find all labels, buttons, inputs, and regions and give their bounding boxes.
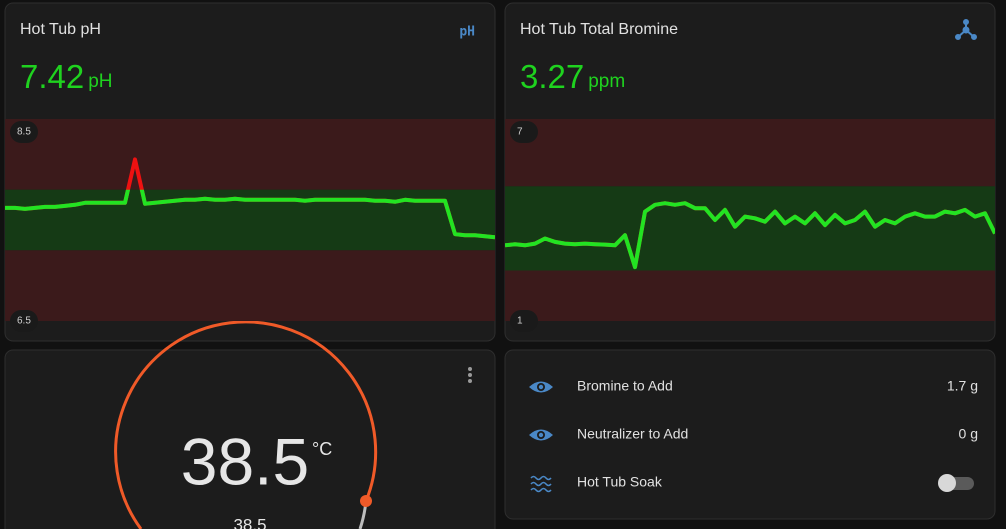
temperature-unit: °C xyxy=(312,439,332,459)
eye-icon xyxy=(529,381,553,393)
current-temperature: 38.5 xyxy=(181,424,309,498)
entity-name[interactable]: Bromine to Add xyxy=(577,378,673,394)
unit: ppm xyxy=(588,71,625,92)
unit: pH xyxy=(88,71,112,92)
target-temperature: 38.5 xyxy=(233,515,266,529)
normal-band xyxy=(505,186,995,271)
entity-state: 1.7 g xyxy=(947,378,978,394)
y-tick-label: 6.5 xyxy=(17,316,31,327)
alert-band xyxy=(5,119,495,190)
card xyxy=(504,349,996,520)
card-icon: pH xyxy=(459,25,475,40)
y-tick-label: 1 xyxy=(517,316,523,327)
alert-band xyxy=(5,250,495,321)
chart xyxy=(505,119,995,321)
tick-badge xyxy=(510,310,538,332)
tick-badge xyxy=(10,121,38,143)
thermostat-arc xyxy=(114,320,378,529)
eye-icon xyxy=(529,429,553,441)
thermostat-handle[interactable] xyxy=(360,495,372,507)
card-title: Hot Tub pH xyxy=(20,21,101,38)
current-value: 7.42 pH xyxy=(20,58,113,95)
value: 3.27 xyxy=(520,58,584,95)
toggle-knob[interactable] xyxy=(938,474,956,492)
tick-badge xyxy=(10,310,38,332)
chart xyxy=(5,119,495,321)
molecule-icon xyxy=(955,19,977,40)
card-title: Hot Tub Total Bromine xyxy=(520,21,678,38)
entity-name[interactable]: Neutralizer to Add xyxy=(577,426,688,442)
alert-band xyxy=(505,119,995,187)
current-value: 3.27 ppm xyxy=(520,58,625,95)
entity-state: 0 g xyxy=(959,426,978,442)
y-tick-label: 7 xyxy=(517,127,523,138)
y-tick-label: 8.5 xyxy=(17,127,31,138)
alert-band xyxy=(505,270,995,321)
data-line xyxy=(5,189,495,240)
data-line xyxy=(505,201,995,270)
tick-badge xyxy=(510,121,538,143)
value: 7.42 xyxy=(20,58,84,95)
menu-button[interactable] xyxy=(468,367,472,383)
waves-icon xyxy=(530,475,552,493)
entity-name[interactable]: Hot Tub Soak xyxy=(577,474,663,490)
